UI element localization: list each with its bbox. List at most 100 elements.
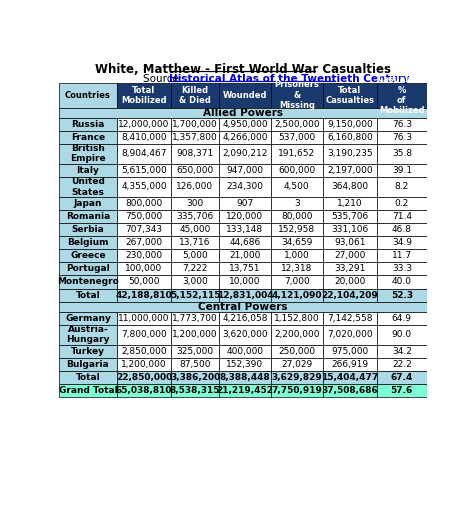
Text: 2,500,000: 2,500,000 (274, 120, 319, 128)
Text: 39.1: 39.1 (392, 166, 412, 175)
Text: 10,000: 10,000 (229, 278, 261, 286)
Text: 191,652: 191,652 (278, 149, 315, 159)
Bar (117, 289, 171, 301)
Text: 76.3: 76.3 (392, 120, 412, 128)
Text: 65,038,810: 65,038,810 (116, 386, 172, 395)
Text: 5,615,000: 5,615,000 (121, 166, 167, 175)
Bar (117, 236, 171, 249)
Text: 42,188,810: 42,188,810 (116, 291, 172, 299)
Text: 650,000: 650,000 (176, 166, 214, 175)
Bar (59, 131, 117, 144)
Text: 45,000: 45,000 (179, 225, 211, 234)
Text: 2,090,212: 2,090,212 (222, 149, 268, 159)
Text: 57.6: 57.6 (391, 386, 413, 395)
Bar (377, 177, 427, 197)
Text: 100,000: 100,000 (125, 264, 163, 274)
Text: 1,200,000: 1,200,000 (172, 330, 218, 339)
Text: Montenegro: Montenegro (57, 278, 119, 286)
Text: 67.4: 67.4 (391, 373, 413, 382)
Bar (117, 131, 171, 144)
Bar (59, 345, 117, 358)
Text: 300: 300 (186, 199, 204, 208)
Text: 22,850,000: 22,850,000 (116, 373, 172, 382)
Bar (59, 301, 427, 312)
Bar (271, 236, 323, 249)
Text: 335,706: 335,706 (176, 212, 214, 221)
Bar (171, 210, 219, 223)
Bar (377, 289, 427, 301)
Text: Killed
& Died: Killed & Died (179, 85, 211, 105)
Bar (271, 384, 323, 397)
Text: 12,000,000: 12,000,000 (118, 120, 170, 128)
Text: 27,000: 27,000 (334, 251, 365, 261)
Bar (219, 83, 271, 108)
Text: 20,000: 20,000 (334, 278, 365, 286)
Bar (219, 345, 271, 358)
Bar (219, 276, 271, 289)
Bar (377, 262, 427, 276)
Text: 34,659: 34,659 (281, 238, 312, 247)
Text: 8,410,000: 8,410,000 (121, 133, 167, 142)
Text: 7,020,000: 7,020,000 (327, 330, 373, 339)
Text: 7,750,919: 7,750,919 (272, 386, 322, 395)
Text: Historical Atlas of the Twentieth Century: Historical Atlas of the Twentieth Centur… (169, 74, 410, 84)
Bar (377, 325, 427, 345)
Bar (117, 345, 171, 358)
Text: 1,200,000: 1,200,000 (121, 360, 167, 369)
Bar (171, 144, 219, 164)
Text: 7,222: 7,222 (182, 264, 208, 274)
Bar (323, 325, 377, 345)
Text: 907: 907 (237, 199, 254, 208)
Text: 152,390: 152,390 (227, 360, 264, 369)
Bar (59, 325, 117, 345)
Text: 4,121,090: 4,121,090 (272, 291, 322, 299)
Text: 133,148: 133,148 (227, 225, 264, 234)
Bar (323, 312, 377, 325)
Bar (117, 83, 171, 108)
Text: 87,500: 87,500 (179, 360, 211, 369)
Bar (271, 177, 323, 197)
Text: Total
Mobilized: Total Mobilized (121, 85, 167, 105)
Text: 22,104,209: 22,104,209 (321, 291, 378, 299)
Text: 1,357,800: 1,357,800 (172, 133, 218, 142)
Bar (171, 197, 219, 210)
Text: Prisoners
&
Missing: Prisoners & Missing (274, 80, 319, 110)
Bar (377, 223, 427, 236)
Text: 750,000: 750,000 (125, 212, 163, 221)
Bar (171, 131, 219, 144)
Bar (377, 358, 427, 371)
Bar (117, 118, 171, 131)
Text: 3,190,235: 3,190,235 (327, 149, 373, 159)
Bar (59, 144, 117, 164)
Text: 4,355,000: 4,355,000 (121, 182, 167, 191)
Text: 13,751: 13,751 (229, 264, 261, 274)
Bar (323, 197, 377, 210)
Bar (219, 118, 271, 131)
Bar (59, 384, 117, 397)
Text: 13,716: 13,716 (179, 238, 211, 247)
Text: 908,371: 908,371 (176, 149, 214, 159)
Bar (377, 312, 427, 325)
Bar (323, 358, 377, 371)
Text: 9,150,000: 9,150,000 (327, 120, 373, 128)
Bar (171, 249, 219, 262)
Text: Total
Casualties: Total Casualties (326, 85, 374, 105)
Bar (271, 276, 323, 289)
Bar (219, 197, 271, 210)
Bar (377, 118, 427, 131)
Text: Russia: Russia (71, 120, 105, 128)
Text: 2,197,000: 2,197,000 (327, 166, 373, 175)
Bar (323, 384, 377, 397)
Text: 3,000: 3,000 (182, 278, 208, 286)
Bar (271, 249, 323, 262)
Text: 8,538,315: 8,538,315 (170, 386, 220, 395)
Bar (117, 210, 171, 223)
Bar (171, 236, 219, 249)
Bar (117, 262, 171, 276)
Bar (117, 276, 171, 289)
Bar (117, 249, 171, 262)
Text: 37,508,686: 37,508,686 (321, 386, 378, 395)
Text: Portugal: Portugal (66, 264, 110, 274)
Text: 234,300: 234,300 (227, 182, 264, 191)
Bar (219, 312, 271, 325)
